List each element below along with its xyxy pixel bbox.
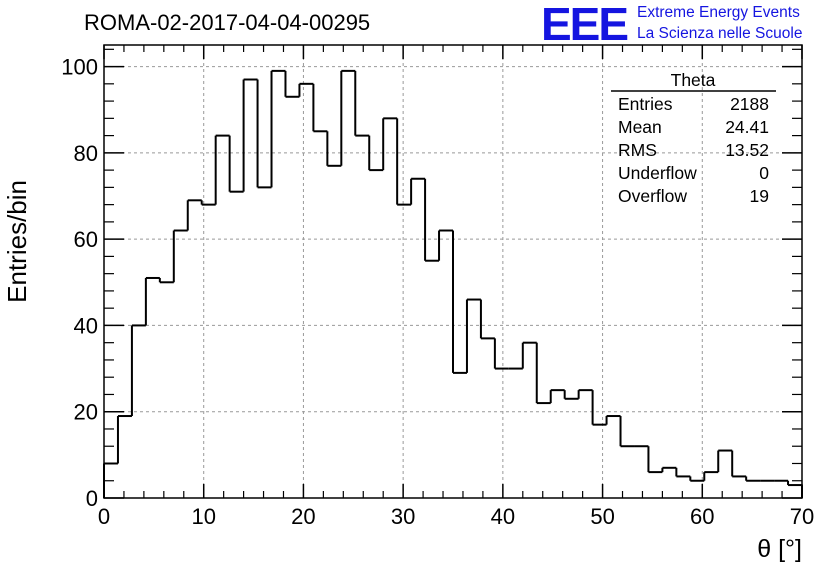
stats-value: 24.41: [725, 117, 769, 137]
histogram-steps: [103, 69, 803, 498]
stats-value: 13.52: [725, 140, 769, 160]
logo-caption-line2: La Scienza nelle Scuole: [637, 25, 803, 42]
axis-ticks: 0 10 20 30 40 50 60 70 0 20 40 60 80 100: [61, 45, 814, 529]
logo-caption: Extreme Energy Events La Scienza nelle S…: [637, 2, 802, 44]
stats-value: 2188: [730, 94, 769, 114]
x-tick-label: 0: [98, 504, 110, 529]
logo-caption-line1: Extreme Energy Events: [637, 4, 800, 21]
y-tick-label: 20: [74, 400, 98, 425]
stats-label: RMS: [618, 140, 657, 160]
x-tick-label: 60: [690, 504, 714, 529]
x-tick-label: 50: [590, 504, 614, 529]
stats-label: Mean: [618, 117, 662, 137]
y-tick-label: 100: [61, 55, 98, 80]
stats-title: Theta: [671, 70, 716, 90]
stats-label: Entries: [618, 94, 673, 114]
x-tick-label: 20: [291, 504, 315, 529]
stats-value: 0: [759, 163, 769, 183]
stats-box: Theta Entries 2188 Mean 24.41 RMS 13.52 Underfl…: [611, 70, 776, 206]
chart-title: ROMA-02-2017-04-04-00295: [84, 10, 371, 35]
y-tick-label: 40: [74, 313, 98, 338]
stats-label: Underflow: [618, 163, 697, 183]
eee-logo: EEE: [541, 0, 629, 50]
x-tick-label: 40: [491, 504, 515, 529]
y-tick-label: 0: [86, 486, 98, 511]
x-axis-label: θ [°]: [757, 535, 802, 563]
y-tick-label: 60: [74, 227, 98, 252]
stats-label: Overflow: [618, 186, 687, 206]
stats-value: 19: [750, 186, 769, 206]
x-tick-label: 30: [391, 504, 415, 529]
x-tick-label: 10: [191, 504, 215, 529]
plot-frame: [103, 44, 803, 499]
y-tick-label: 80: [74, 141, 98, 166]
x-tick-label: 70: [790, 504, 814, 529]
